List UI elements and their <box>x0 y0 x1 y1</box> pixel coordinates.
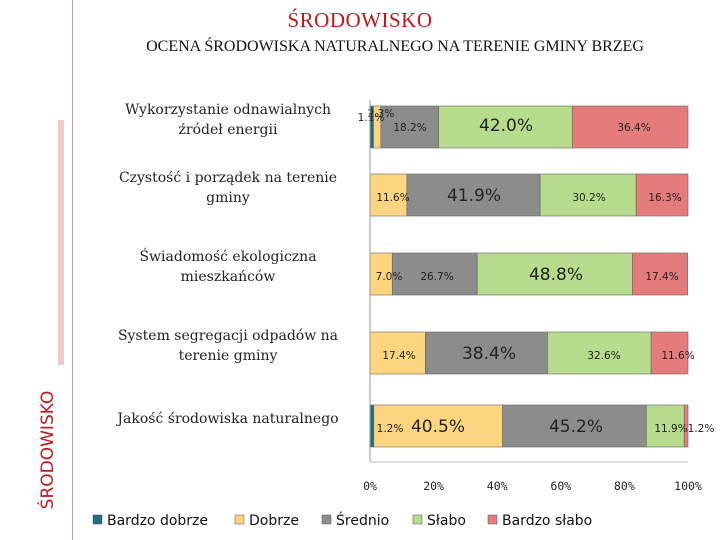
legend-swatch <box>234 514 245 525</box>
data-label: 30.2% <box>572 192 605 204</box>
bar-segment <box>650 331 689 375</box>
data-label: 1.1% <box>358 112 385 124</box>
page-title: ŚRODOWISKO <box>287 8 433 32</box>
bar-segment <box>438 105 573 149</box>
legend-swatch <box>412 514 423 525</box>
bar-segment <box>539 173 637 217</box>
bar-segment <box>425 331 548 375</box>
x-tick-label: 40% <box>487 479 508 493</box>
bar-segment <box>502 404 647 448</box>
data-label: 7.0% <box>376 271 403 283</box>
legend-label: Dobrze <box>249 513 299 529</box>
legend-swatch <box>92 514 103 525</box>
category-label: źródeł energii <box>179 122 278 138</box>
data-label: 36.4% <box>617 122 650 134</box>
category-label: mieszkańców <box>181 269 276 285</box>
data-label: 11.6% <box>661 350 694 362</box>
bar-segment <box>369 404 375 448</box>
data-label: 17.4% <box>382 350 415 362</box>
x-tick-label: 60% <box>550 479 571 493</box>
data-label: 40.5% <box>411 417 465 437</box>
legend-label: Średnio <box>336 511 389 529</box>
legend-label: Słabo <box>427 513 466 529</box>
bar-segment <box>683 404 689 448</box>
data-label: 2.3% <box>368 108 395 120</box>
bar-segment <box>635 173 689 217</box>
category-label: Czystość i porządek na terenie <box>119 170 337 186</box>
bar-segment <box>380 105 439 149</box>
bar-segment <box>369 331 426 375</box>
data-label: 48.8% <box>529 265 583 285</box>
legend-label: Bardzo dobrze <box>107 513 208 529</box>
bar-segment <box>571 105 689 149</box>
x-tick-label: 0% <box>363 479 377 493</box>
data-label: 16.3% <box>648 192 681 204</box>
legend-swatch <box>487 514 498 525</box>
data-label: 42.0% <box>479 116 533 136</box>
data-label: 41.9% <box>447 186 501 206</box>
chart-subtitle: OCENA ŚRODOWISKA NATURALNEGO NA TERENIE … <box>146 38 644 55</box>
category-label: System segregacji odpadów na <box>118 328 338 344</box>
category-label: Wykorzystanie odnawialnych <box>125 102 331 118</box>
data-label: 45.2% <box>549 417 603 437</box>
data-label: 38.4% <box>462 344 516 364</box>
bar-segment <box>476 252 633 296</box>
data-label: 1.2% <box>688 423 715 435</box>
data-label: 32.6% <box>587 350 620 362</box>
legend-label: Bardzo słabo <box>502 513 592 529</box>
bar-segment <box>373 404 503 448</box>
data-label: 26.7% <box>420 271 453 283</box>
bar-segment <box>632 252 688 296</box>
category-label: gminy <box>206 190 250 206</box>
data-label: 1.2% <box>377 423 404 435</box>
decorative-side-line <box>72 0 73 540</box>
data-label: 11.6% <box>376 192 409 204</box>
category-label: terenie gminy <box>179 348 278 364</box>
bar-segment <box>547 331 652 375</box>
data-label: 11.9% <box>654 423 687 435</box>
bar-segment <box>406 173 541 217</box>
category-label: Jakość środowiska naturalnego <box>115 411 338 427</box>
bar-segment <box>391 252 478 296</box>
x-tick-label: 100% <box>674 479 702 493</box>
data-label: 18.2% <box>393 122 426 134</box>
x-tick-label: 20% <box>423 479 444 493</box>
bar-segment <box>646 404 685 448</box>
legend-swatch <box>321 514 332 525</box>
data-label: 17.4% <box>645 271 678 283</box>
decorative-side-bar <box>58 120 64 365</box>
category-label: Świadomość ekologiczna <box>139 247 316 265</box>
x-tick-label: 80% <box>614 479 635 493</box>
